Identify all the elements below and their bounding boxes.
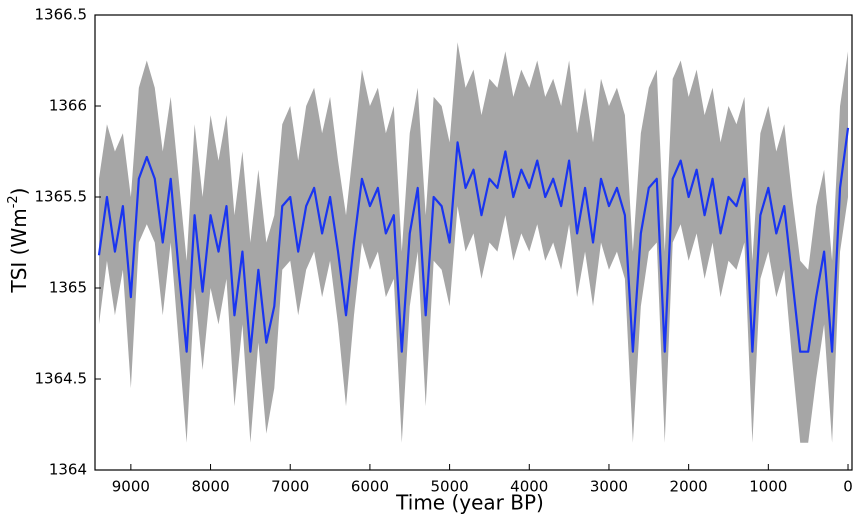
x-tick-label: 1000 xyxy=(749,478,787,496)
uncertainty-band xyxy=(98,42,849,443)
x-tick-label: 9000 xyxy=(112,478,150,496)
y-label-superscript: -2 xyxy=(6,195,21,208)
x-tick-label: 3000 xyxy=(590,478,628,496)
data-line xyxy=(97,127,850,353)
y-tick-label: 1365 xyxy=(49,279,87,297)
x-tick-label: 0 xyxy=(843,478,853,496)
x-tick-label: 8000 xyxy=(191,478,229,496)
y-tick-label: 1364 xyxy=(49,461,87,479)
x-axis-label: Time (year BP) xyxy=(395,491,544,515)
y-tick-label: 1366.5 xyxy=(35,6,88,24)
x-tick-label: 6000 xyxy=(351,478,389,496)
x-tick-label: 4000 xyxy=(510,478,548,496)
x-tick-label: 5000 xyxy=(431,478,469,496)
y-tick-label: 1364.5 xyxy=(35,370,88,388)
y-label-suffix: ) xyxy=(7,187,31,195)
x-tick-label: 2000 xyxy=(670,478,708,496)
plot-frame xyxy=(94,14,853,471)
y-axis-label: TSI (Wm-2) xyxy=(6,187,31,293)
y-tick-label: 1365.5 xyxy=(35,188,88,206)
y-label-text: TSI (Wm xyxy=(7,208,31,293)
x-tick-label: 7000 xyxy=(271,478,309,496)
y-tick-label: 1366 xyxy=(49,97,87,115)
